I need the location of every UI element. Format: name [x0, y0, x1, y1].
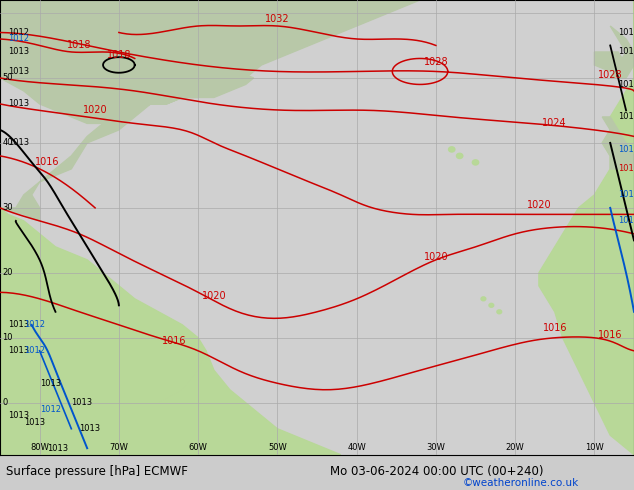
Text: 1020: 1020: [202, 291, 226, 301]
Polygon shape: [0, 78, 198, 221]
Text: 20W: 20W: [506, 443, 524, 452]
Text: 1020: 1020: [527, 200, 551, 210]
Circle shape: [489, 303, 494, 307]
Polygon shape: [67, 258, 75, 262]
Text: 1013: 1013: [8, 67, 29, 76]
Polygon shape: [539, 0, 634, 455]
Text: 40: 40: [3, 138, 13, 147]
Text: 1013: 1013: [23, 418, 45, 427]
Circle shape: [448, 147, 455, 152]
Text: 1013: 1013: [8, 99, 29, 108]
Text: 1016: 1016: [618, 165, 634, 173]
Text: 1012: 1012: [618, 217, 634, 225]
Text: 1013: 1013: [8, 48, 29, 56]
Text: 1028: 1028: [424, 57, 448, 67]
Text: 1013: 1013: [618, 80, 634, 89]
Circle shape: [497, 310, 501, 314]
Polygon shape: [0, 253, 87, 273]
Text: 1012: 1012: [618, 145, 634, 154]
Polygon shape: [595, 52, 626, 72]
Text: 10: 10: [3, 333, 13, 343]
Text: 60W: 60W: [189, 443, 207, 452]
Polygon shape: [602, 117, 634, 169]
Polygon shape: [83, 265, 91, 269]
Text: 10W: 10W: [585, 443, 604, 452]
Text: 1012: 1012: [8, 28, 29, 37]
Text: 1012: 1012: [8, 34, 29, 44]
Text: 30W: 30W: [427, 443, 445, 452]
Circle shape: [472, 160, 479, 165]
Text: 1016: 1016: [162, 336, 186, 346]
Text: 1013: 1013: [8, 411, 29, 420]
Text: 1013: 1013: [618, 48, 634, 56]
Text: 1012: 1012: [23, 346, 45, 355]
Text: 1013: 1013: [618, 28, 634, 37]
Polygon shape: [75, 271, 83, 275]
Text: 1024: 1024: [543, 119, 567, 128]
Text: 40W: 40W: [347, 443, 366, 452]
Text: 30: 30: [3, 203, 13, 212]
Text: 1013: 1013: [79, 424, 100, 433]
Text: 1012: 1012: [39, 405, 61, 414]
Text: 1013: 1013: [8, 320, 29, 329]
Polygon shape: [198, 72, 254, 98]
Text: ©weatheronline.co.uk: ©weatheronline.co.uk: [463, 478, 579, 488]
Text: 1032: 1032: [265, 15, 290, 24]
Polygon shape: [0, 208, 206, 455]
Text: 1013: 1013: [8, 346, 29, 355]
Text: 1016: 1016: [36, 157, 60, 168]
Polygon shape: [277, 0, 372, 13]
Polygon shape: [0, 351, 341, 455]
Text: 1028: 1028: [598, 70, 623, 80]
Text: 1016: 1016: [598, 330, 623, 340]
Polygon shape: [60, 284, 67, 288]
Text: 1013: 1013: [618, 112, 634, 122]
Text: 50: 50: [3, 74, 13, 82]
Text: 1020: 1020: [83, 105, 107, 116]
Text: 1012: 1012: [23, 320, 45, 329]
Text: Surface pressure [hPa] ECMWF: Surface pressure [hPa] ECMWF: [6, 465, 188, 478]
Polygon shape: [91, 277, 99, 281]
Text: 80W: 80W: [30, 443, 49, 452]
Polygon shape: [0, 0, 420, 123]
Text: 1013: 1013: [39, 379, 61, 388]
Circle shape: [481, 297, 486, 301]
Text: 20: 20: [3, 269, 13, 277]
Polygon shape: [610, 26, 634, 78]
Text: 1020: 1020: [424, 252, 448, 262]
Text: 0: 0: [3, 398, 8, 407]
Text: 50W: 50W: [268, 443, 287, 452]
Text: 1018: 1018: [67, 41, 91, 50]
Text: 1013: 1013: [8, 138, 29, 147]
Text: 1016: 1016: [543, 323, 567, 333]
Text: 1018: 1018: [107, 50, 131, 60]
Text: 1013: 1013: [71, 398, 93, 407]
Text: 1012: 1012: [618, 191, 634, 199]
Text: 70W: 70W: [110, 443, 128, 452]
Text: 1013: 1013: [48, 444, 68, 453]
Text: Mo 03-06-2024 00:00 UTC (00+240): Mo 03-06-2024 00:00 UTC (00+240): [330, 465, 543, 478]
Circle shape: [456, 153, 463, 158]
